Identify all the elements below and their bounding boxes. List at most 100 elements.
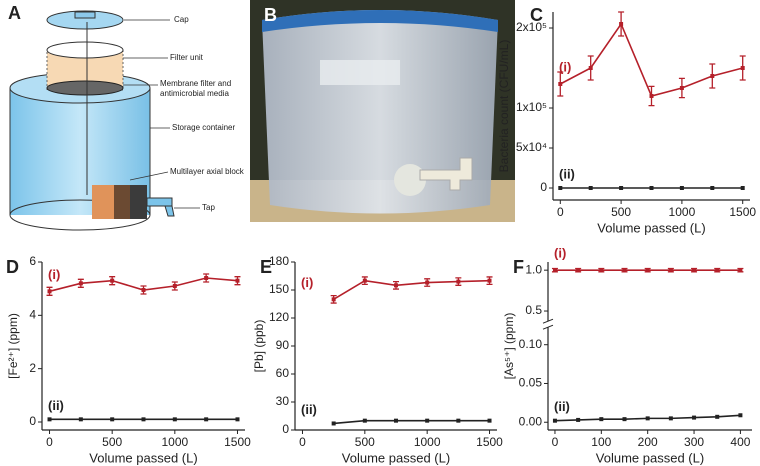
series-line <box>333 419 490 425</box>
data-point <box>619 186 624 190</box>
y-tick-label: 0 <box>282 422 289 436</box>
y-tick-label: 120 <box>269 310 289 324</box>
data-point <box>619 22 624 26</box>
y-tick-label: 90 <box>276 338 290 352</box>
axis-break <box>542 324 554 330</box>
x-axis-title: Volume passed (L) <box>342 450 450 465</box>
series-label: (i) <box>554 246 566 261</box>
data-point <box>235 417 240 422</box>
y-axis-title: Bacteria count (CFU/mL) <box>497 40 511 173</box>
series-label: (i) <box>48 267 60 282</box>
data-point <box>668 268 673 273</box>
y-tick-label: 2 <box>29 361 36 375</box>
y-axis-title: [Pb] (ppb) <box>252 320 266 373</box>
y-tick-label: 4 <box>29 308 36 322</box>
data-point <box>710 186 715 190</box>
series-label: (ii) <box>48 398 64 413</box>
data-point <box>204 276 209 280</box>
panel-label: D <box>6 257 19 277</box>
x-tick-label: 1000 <box>161 435 188 449</box>
data-point <box>740 186 745 190</box>
data-point <box>715 414 720 419</box>
x-tick-label: 1500 <box>729 205 756 219</box>
y-tick-label: 30 <box>276 394 290 408</box>
y-axis-title: [Fe²⁺] (ppm) <box>6 313 20 379</box>
part-label: Filter unit <box>170 53 203 62</box>
data-point <box>172 284 177 288</box>
y-tick-label: 0.05 <box>519 376 543 390</box>
data-point <box>331 421 336 426</box>
data-point <box>78 281 83 286</box>
data-point <box>599 268 604 273</box>
y-tick-label: 0 <box>540 180 547 194</box>
y-tick-label: 6 <box>29 254 36 268</box>
data-point <box>394 283 398 288</box>
series-label: (i) <box>559 59 571 74</box>
data-point <box>331 297 336 302</box>
panel-label: B <box>264 5 277 25</box>
x-axis-title: Volume passed (L) <box>597 220 705 235</box>
data-point <box>588 186 593 190</box>
x-tick-label: 1500 <box>476 435 503 449</box>
panel-label: E <box>260 257 272 277</box>
y-tick-label: 2x10⁵ <box>516 20 547 34</box>
axis-break <box>542 318 554 324</box>
part-label: Storage container <box>172 123 236 132</box>
water-container <box>262 10 498 214</box>
x-tick-label: 1000 <box>414 435 441 449</box>
data-point <box>622 268 627 273</box>
y-tick-label: 60 <box>276 366 290 380</box>
data-point <box>394 418 398 423</box>
y-tick-label: 5x10⁴ <box>516 140 547 154</box>
data-point <box>715 268 720 273</box>
x-tick-label: 0 <box>552 435 559 449</box>
x-tick-label: 1000 <box>669 205 696 219</box>
photo <box>250 0 515 222</box>
membrane <box>46 80 124 96</box>
data-point <box>622 417 627 422</box>
y-tick-label: 0.10 <box>519 337 543 351</box>
data-point <box>679 86 684 90</box>
tap-photo <box>419 157 473 191</box>
tap <box>146 197 173 207</box>
data-point <box>552 418 557 423</box>
y-tick-label: 0.00 <box>519 414 543 428</box>
y-tick-label: 1.0 <box>525 262 542 276</box>
x-tick-label: 200 <box>638 435 658 449</box>
data-point <box>645 268 650 273</box>
data-point <box>738 268 743 273</box>
data-point <box>668 416 673 421</box>
data-point <box>558 186 563 190</box>
data-point <box>425 280 430 285</box>
series-label: (ii) <box>301 402 317 417</box>
x-tick-label: 1500 <box>224 435 251 449</box>
x-tick-label: 0 <box>299 435 306 449</box>
x-tick-label: 100 <box>591 435 611 449</box>
data-point <box>362 418 367 423</box>
x-tick-label: 500 <box>102 435 122 449</box>
data-point <box>172 417 177 422</box>
data-point <box>645 416 650 421</box>
data-point <box>425 418 430 423</box>
series-line <box>333 279 490 301</box>
cap <box>46 10 124 30</box>
data-point <box>588 66 593 70</box>
data-point <box>47 417 52 422</box>
x-tick-label: 0 <box>46 435 53 449</box>
data-point <box>649 186 654 190</box>
series-label: (i) <box>301 275 313 290</box>
series-label: (ii) <box>554 399 570 414</box>
panel-label: A <box>8 3 21 23</box>
filter-rim <box>46 41 124 59</box>
x-tick-label: 500 <box>611 205 631 219</box>
data-point <box>235 278 240 283</box>
filter-diagram <box>9 10 200 231</box>
y-tick-label: 1x10⁵ <box>516 100 547 114</box>
data-point <box>692 415 697 420</box>
data-point <box>110 278 115 283</box>
y-tick-label: 180 <box>269 254 289 268</box>
part-label: Multilayer axial block <box>170 167 244 176</box>
data-point <box>487 278 492 283</box>
data-point <box>740 66 745 70</box>
